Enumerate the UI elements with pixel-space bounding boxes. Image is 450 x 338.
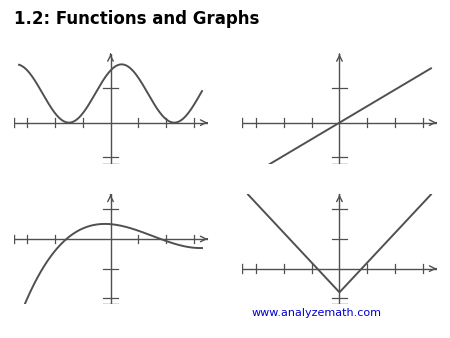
Text: 1.2: Functions and Graphs: 1.2: Functions and Graphs	[14, 10, 259, 28]
Text: www.analyzemath.com: www.analyzemath.com	[252, 308, 382, 318]
